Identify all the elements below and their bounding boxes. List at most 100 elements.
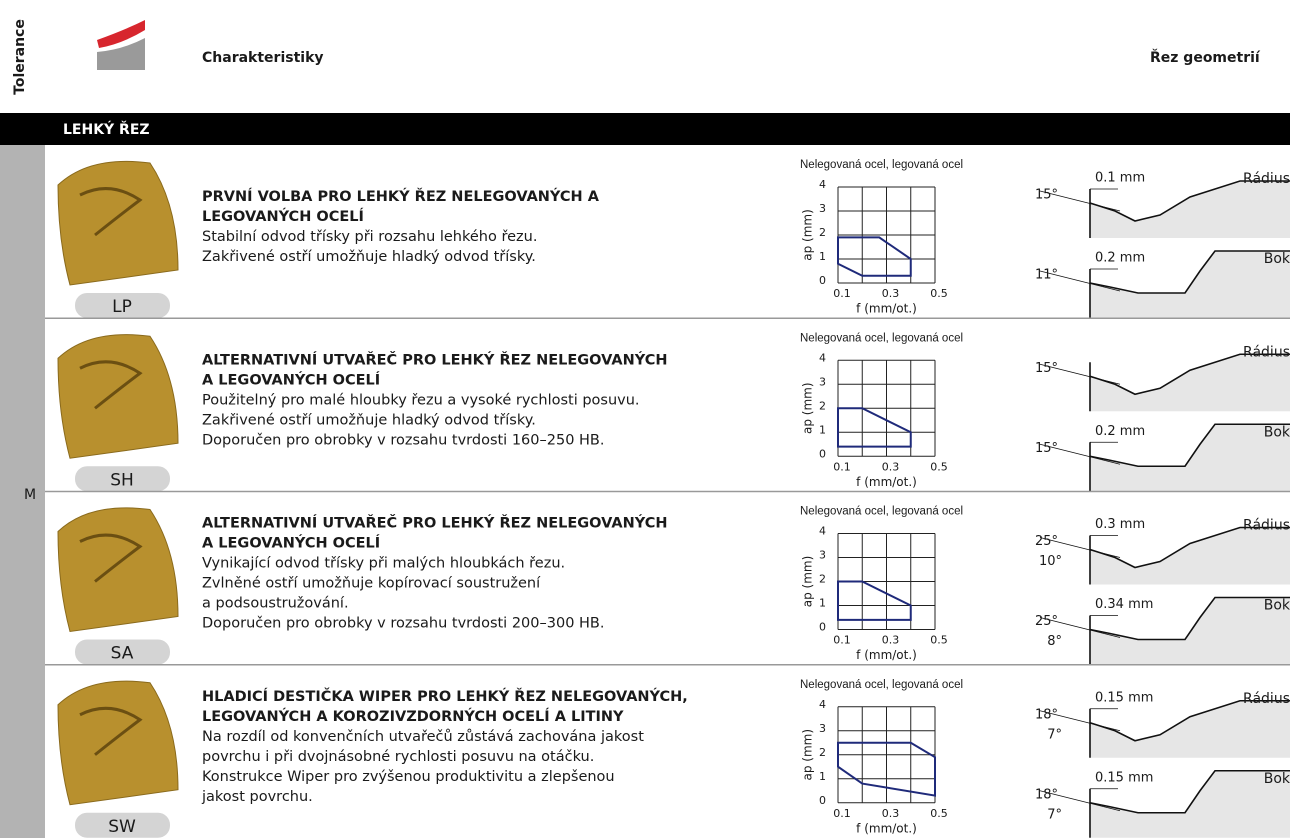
y-axis-label: ap (mm) [801, 382, 815, 434]
insert-description: Na rozdíl od konvenčních utvařečů zůstáv… [202, 729, 644, 745]
code-pill [75, 639, 170, 665]
application-region [837, 580, 912, 621]
profile-shade [1090, 770, 1290, 838]
insert-description: Zakřivené ostří umožňuje hladký odvod tř… [202, 249, 536, 265]
angle-line [1039, 270, 1121, 292]
angle-line [1039, 710, 1121, 732]
insert-image [57, 160, 179, 286]
x-axis-label: f (mm/ot.) [856, 475, 917, 489]
logo-arc [97, 20, 145, 48]
profile-shade [1090, 424, 1290, 492]
land-width-label: 0.3 mm [1095, 517, 1145, 532]
insert-image [57, 680, 179, 806]
insert-detail [79, 187, 143, 237]
y-tick-label: 2 [819, 399, 826, 412]
y-tick-label: 2 [819, 226, 826, 239]
x-axis-label: f (mm/ot.) [856, 821, 917, 835]
profile-name: Bok [1264, 424, 1290, 440]
profile-name: Bok [1264, 771, 1290, 787]
angle-line [1039, 443, 1121, 465]
y-tick-label: 4 [819, 698, 826, 711]
y-tick-label: 0 [819, 447, 826, 460]
land-width-label: 0.15 mm [1095, 770, 1153, 785]
angle-line [1039, 617, 1121, 638]
x-tick-label: 0.3 [882, 287, 900, 300]
cutting-angle: 15° [1035, 188, 1058, 203]
insert-code: SH [110, 470, 134, 490]
x-tick-label: 0.1 [833, 807, 851, 820]
insert-description: Stabilní odvod třísky při rozsahu lehkéh… [202, 229, 537, 245]
angle-line [1039, 537, 1121, 558]
y-tick-label: 2 [819, 573, 826, 586]
application-region [837, 407, 912, 448]
cutting-angle: 18° [1035, 787, 1058, 802]
insert-description: jakost povrchu. [201, 789, 313, 805]
insert-code: SW [108, 817, 136, 837]
y-tick-label: 4 [819, 525, 826, 538]
cutting-angle: 11° [1035, 268, 1058, 283]
insert-code: SA [111, 644, 134, 664]
y-tick-label: 3 [819, 722, 826, 735]
profile-line [1089, 526, 1290, 569]
tolerance-column [0, 145, 45, 838]
logo-base [97, 38, 145, 70]
profile-line [1089, 423, 1290, 468]
tolerance-label: Tolerance [12, 19, 28, 95]
chart-title: Nelegovaná ocel, legovaná ocel [800, 506, 963, 518]
land-width-label: 0.2 mm [1095, 251, 1145, 266]
insert-description: Konstrukce Wiper pro zvýšenou produktivi… [202, 769, 615, 785]
profile-shade [1090, 354, 1290, 412]
application-region [837, 741, 936, 797]
insert-detail [79, 706, 143, 756]
insert-description: Zakřivené ostří umožňuje hladký odvod tř… [202, 412, 536, 428]
code-pill [75, 293, 170, 318]
insert-description: Doporučen pro obrobky v rozsahu tvrdosti… [202, 432, 605, 448]
x-tick-label: 0.3 [882, 807, 900, 820]
insert-description: Vynikající odvod třísky při malých hloub… [202, 556, 565, 572]
x-tick-label: 0.5 [930, 460, 948, 473]
cutting-angle: 8° [1047, 634, 1062, 649]
code-pill [75, 466, 170, 492]
x-tick-label: 0.1 [833, 460, 851, 473]
chart-title: Nelegovaná ocel, legovaná ocel [800, 679, 963, 691]
x-tick-label: 0.1 [833, 287, 851, 300]
application-region [837, 236, 912, 277]
insert-description: Zvlněné ostří umožňuje kopírovací soustr… [202, 576, 541, 592]
insert-description: povrchu i při dvojnásobné rychlosti posu… [202, 749, 594, 765]
insert-heading: A LEGOVANÝCH OCELÍ [202, 534, 380, 552]
profile-name: Bok [1264, 598, 1290, 614]
logo [97, 20, 145, 70]
insert-heading: HLADICÍ DESTIČKA WIPER PRO LEHKÝ ŘEZ NEL… [202, 687, 688, 705]
profile-name: Rádius [1243, 171, 1290, 187]
land-width-label: 0.1 mm [1095, 171, 1145, 186]
profile-line [1089, 769, 1290, 814]
profile-line [1089, 596, 1290, 641]
section-band [0, 113, 1290, 145]
profile-line [1089, 180, 1290, 222]
cutting-angle: 10° [1039, 554, 1062, 569]
insert-description: a podsoustružování. [202, 596, 349, 612]
section-title: LEHKÝ ŘEZ [63, 120, 150, 138]
y-axis-label: ap (mm) [801, 209, 815, 261]
y-tick-label: 1 [819, 423, 826, 436]
tolerance-class: M [24, 487, 36, 503]
insert-code: LP [112, 297, 132, 317]
cutting-angle: 18° [1035, 707, 1058, 722]
x-axis-label: f (mm/ot.) [856, 648, 917, 662]
profile-name: Bok [1264, 251, 1290, 267]
chart-title: Nelegovaná ocel, legovaná ocel [800, 332, 963, 344]
y-tick-label: 1 [819, 250, 826, 263]
y-tick-label: 1 [819, 597, 826, 610]
profile-shade [1090, 181, 1290, 238]
land-width-label: 0.15 mm [1095, 690, 1153, 705]
y-tick-label: 4 [819, 178, 826, 191]
profile-shade [1090, 597, 1290, 665]
cutting-angle: 7° [1047, 727, 1062, 742]
y-tick-label: 4 [819, 351, 826, 364]
x-tick-label: 0.3 [882, 460, 900, 473]
cutting-angle: 25° [1035, 534, 1058, 549]
x-tick-label: 0.5 [930, 634, 948, 647]
profile-name: Rádius [1243, 344, 1290, 360]
y-tick-label: 2 [819, 746, 826, 759]
profile-line [1089, 250, 1290, 294]
